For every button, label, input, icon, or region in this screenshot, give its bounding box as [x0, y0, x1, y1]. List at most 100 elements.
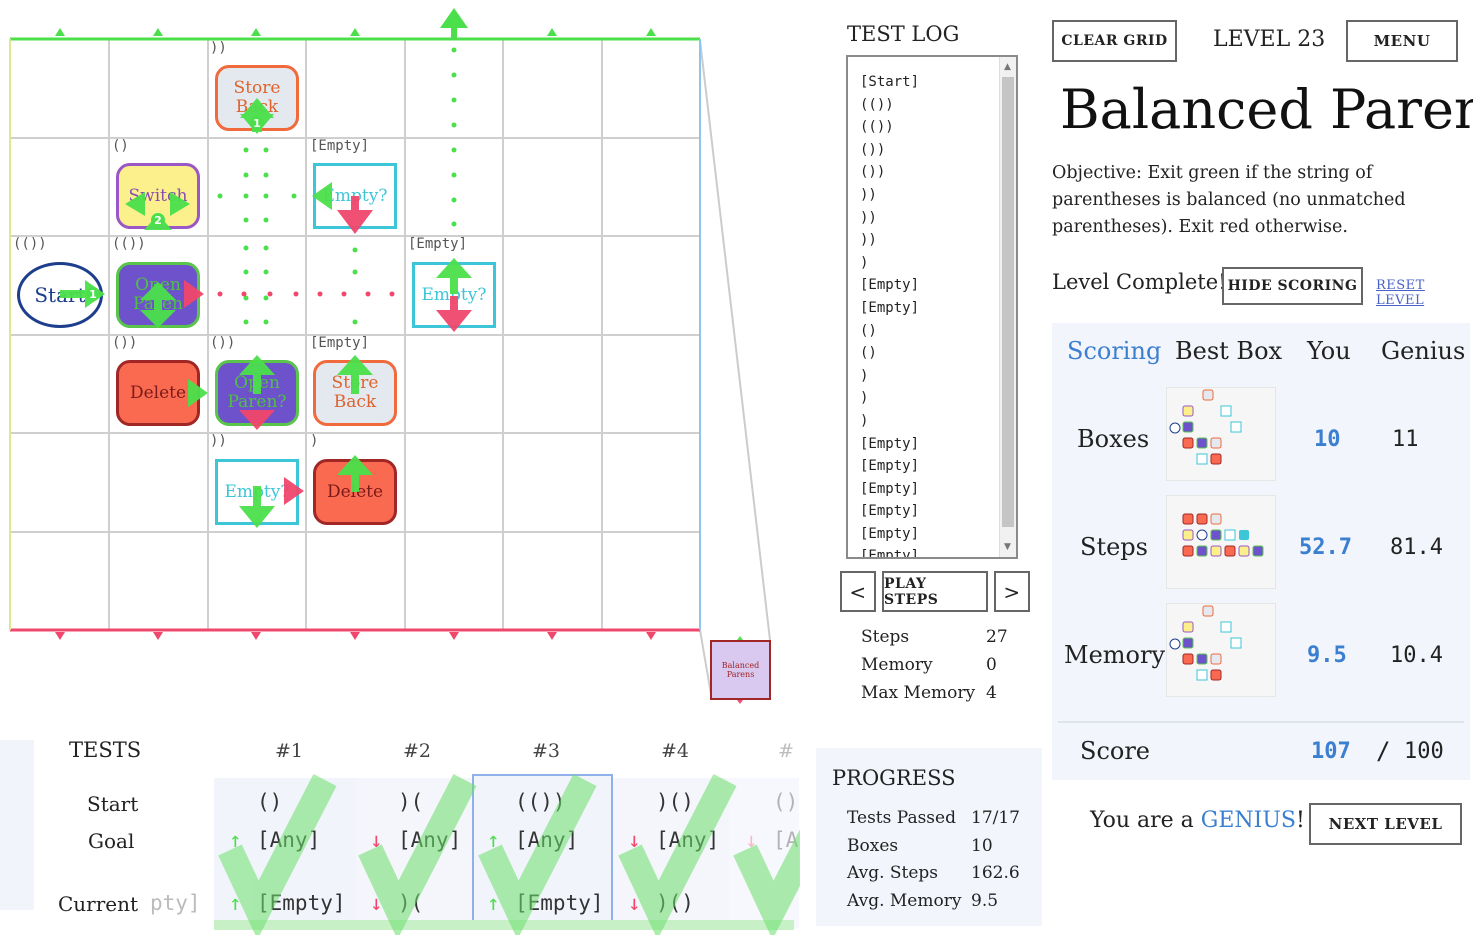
you-header: You	[1307, 337, 1351, 365]
cell-label: [Empty]	[310, 335, 370, 351]
start-box[interactable]: Start	[17, 262, 103, 328]
tests-passed-value: 17/17	[971, 808, 1020, 828]
start-row-label: Start	[87, 792, 139, 816]
cell-label: [Empty]	[310, 138, 370, 154]
genius-header: Genius	[1381, 337, 1466, 365]
goal-row-label: Goal	[88, 829, 135, 853]
progress-boxes-label: Boxes	[847, 836, 899, 856]
arrow-number: 1	[89, 288, 97, 301]
tests-title: TESTS	[69, 738, 142, 762]
log-entry: (())	[860, 96, 894, 113]
best-steps-thumbnail[interactable]	[1166, 495, 1276, 589]
green-arrow-icon: ↑	[487, 828, 500, 852]
steps-genius-value: 81.4	[1390, 535, 1443, 560]
tests-passed-label: Tests Passed	[847, 808, 956, 828]
play-steps-button[interactable]: PLAY STEPS	[882, 571, 988, 612]
test-log-box[interactable]: [Start] (()) (()) ()) ())))))))) [Empty] [Empt…	[846, 55, 1018, 559]
cell-label: ))	[210, 433, 227, 449]
test-number: #4	[661, 740, 690, 762]
avg-steps-value: 162.6	[971, 863, 1020, 883]
test-start-value: )()	[656, 790, 694, 814]
log-entry: ()	[860, 322, 877, 339]
log-entry: [Empty]	[860, 503, 920, 520]
best-memory-thumbnail[interactable]	[1166, 603, 1276, 697]
log-entry: [Empty]	[860, 480, 920, 497]
red-arrow-icon: ↓	[628, 891, 641, 915]
log-entry: )	[860, 412, 869, 429]
scroll-down-icon[interactable]: ▼	[1004, 542, 1011, 552]
steps-row-label: Steps	[1080, 533, 1148, 561]
red-arrow-icon: ↓	[628, 828, 641, 852]
log-entry: ))	[860, 186, 877, 203]
log-scroll-thumb[interactable]	[1002, 77, 1014, 527]
log-entry: (())	[860, 119, 894, 136]
memory-row-label: Memory	[1064, 641, 1166, 669]
memory-you-value: 9.5	[1307, 643, 1347, 668]
cell-label: ())	[210, 335, 236, 351]
avg-steps-label: Avg. Steps	[847, 863, 939, 883]
avg-memory-value: 9.5	[971, 891, 999, 911]
log-scrollbar[interactable]: ▲ ▼	[999, 57, 1016, 557]
test-number: #3	[532, 740, 561, 762]
arrow-number: 1	[253, 117, 261, 130]
log-entry: ))	[860, 232, 877, 249]
log-entry: ())	[860, 164, 886, 181]
delete-box[interactable]: Delete	[116, 360, 200, 426]
test-number: #2	[403, 740, 432, 762]
score-separator: /	[1376, 737, 1391, 765]
result-prefix: You are a	[1090, 808, 1201, 833]
grid-area[interactable]: )) () [Empty] (()) (()) [Empty] ()) ()) …	[0, 0, 790, 712]
cell-label: (())	[112, 236, 146, 252]
test-start-value: ()	[773, 790, 799, 814]
green-arrow-icon: ↑	[229, 828, 242, 852]
log-entry: [Empty]	[860, 277, 920, 294]
score-you-value: 107	[1311, 739, 1351, 764]
memory-value: 0	[986, 655, 997, 675]
log-entry: [Empty]	[860, 548, 920, 559]
steps-value: 27	[986, 627, 1008, 647]
current-row-label: Current	[58, 892, 139, 916]
scoring-header: Scoring	[1067, 337, 1162, 365]
objective-text: Objective: Exit green if the string of p…	[1052, 163, 1406, 237]
progress-boxes-value: 10	[971, 836, 993, 856]
test-number: #1	[275, 740, 304, 762]
log-entry: ())	[860, 141, 886, 158]
cell-label: (())	[13, 236, 47, 252]
log-entry: )	[860, 254, 869, 271]
next-step-button[interactable]: >	[994, 571, 1030, 612]
log-entry: [Empty]	[860, 299, 920, 316]
clear-grid-button[interactable]: CLEAR GRID	[1052, 20, 1177, 62]
memory-label: Memory	[861, 655, 933, 675]
green-arrow-icon: ↑	[487, 891, 500, 915]
check-marks	[218, 774, 800, 935]
direction-arrows: 1 2 1	[60, 98, 752, 704]
log-entry: [Empty]	[860, 458, 920, 475]
score-label: Score	[1080, 737, 1151, 765]
grid-lines	[9, 8, 771, 701]
level-number: LEVEL 23	[1213, 27, 1326, 52]
next-level-button[interactable]: NEXT LEVEL	[1309, 803, 1462, 845]
progress-title: PROGRESS	[832, 766, 956, 790]
arrow-number: 2	[154, 214, 162, 227]
max-memory-label: Max Memory	[861, 683, 976, 703]
menu-button[interactable]: MENU	[1346, 20, 1458, 62]
previous-current-fragment: pty]	[150, 891, 201, 915]
best-box-header: Best Box	[1175, 337, 1283, 365]
hide-scoring-button[interactable]: HIDE SCORING	[1222, 267, 1363, 305]
prev-step-button[interactable]: <	[840, 571, 876, 612]
cell-label: )	[310, 433, 319, 449]
best-box-thumbnail[interactable]	[1166, 387, 1276, 481]
progress-panel: PROGRESS Tests Passed 17/17 Boxes 10 Avg…	[816, 748, 1042, 926]
result-suffix: !	[1295, 808, 1305, 833]
log-entry: [Empty]	[860, 525, 920, 542]
reset-level-link[interactable]: RESET LEVEL	[1376, 278, 1425, 308]
result-text: You are a GENIUS!	[1090, 808, 1305, 833]
genius-rank: GENIUS	[1200, 808, 1296, 833]
level-complete-text: Level Complete!	[1052, 270, 1227, 294]
scoring-panel: Scoring Best Box You Genius Boxes 10 11 …	[1052, 323, 1470, 780]
steps-you-value: 52.7	[1299, 535, 1352, 560]
scroll-up-icon[interactable]: ▲	[1004, 62, 1011, 72]
progress-bar	[214, 920, 794, 930]
mini-preview-box[interactable]: Balanced Parens	[710, 640, 771, 700]
tests-left-edge	[0, 740, 34, 910]
